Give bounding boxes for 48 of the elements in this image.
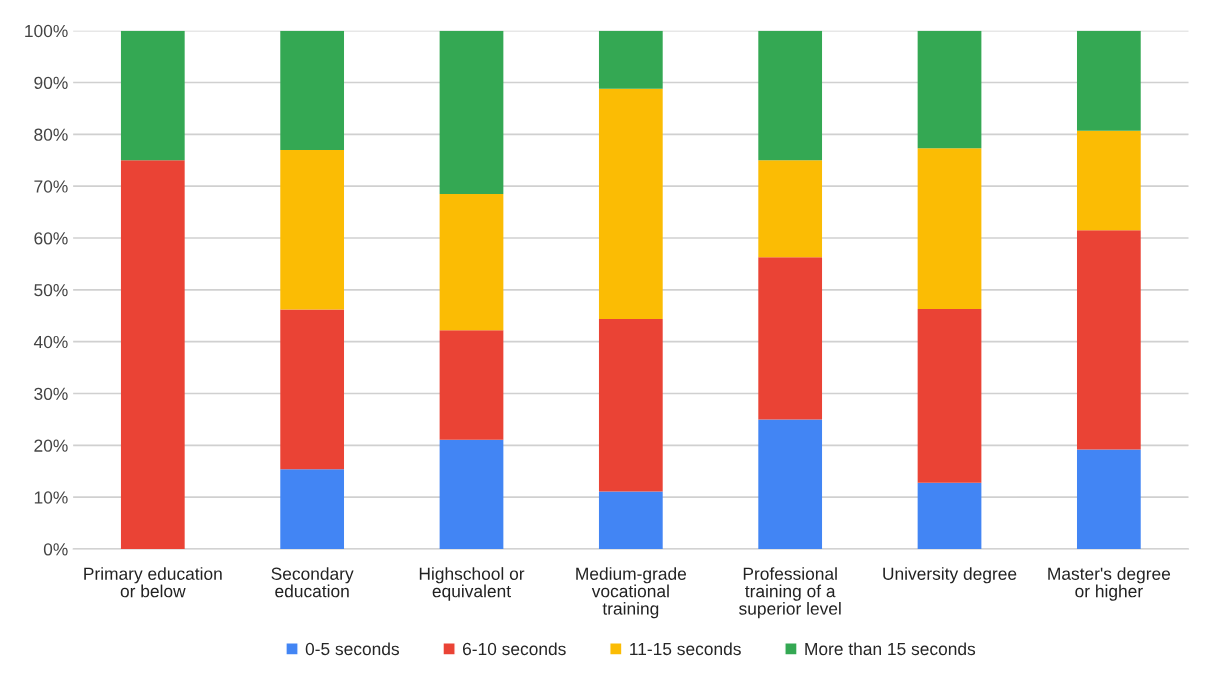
bar — [758, 419, 823, 550]
x-tick-label: Primary education or below — [84, 567, 222, 598]
y-tick-label: 70% — [34, 180, 68, 193]
bar — [439, 439, 504, 550]
y-tick-label: 60% — [34, 232, 68, 245]
y-tick-label: 100% — [25, 24, 68, 38]
bar — [280, 30, 345, 150]
y-tick-label: 90% — [34, 76, 68, 89]
legend-label: 0-5 seconds — [305, 642, 399, 656]
bar — [1076, 30, 1141, 131]
y-tick-label: 10% — [34, 491, 68, 504]
bar — [1076, 449, 1141, 550]
bar — [1076, 230, 1141, 450]
x-tick-label: University degree — [883, 567, 1017, 584]
y-tick-label: 0% — [43, 543, 68, 556]
y-tick-label: 40% — [33, 335, 68, 349]
x-tick-label: Professional training of a superior level — [739, 567, 841, 619]
x-tick-label: Master's degree or higher — [1048, 567, 1171, 601]
y-tick-label: 20% — [34, 439, 68, 452]
bar — [598, 318, 663, 492]
legend-label: 11-15 seconds — [630, 642, 741, 656]
bar — [439, 330, 504, 440]
bar — [439, 193, 504, 331]
bar — [280, 309, 345, 470]
bar — [917, 309, 982, 483]
bar — [917, 148, 982, 310]
bar — [758, 160, 823, 258]
legend-label: More than 15 seconds — [805, 642, 976, 656]
legend-label: 6-10 seconds — [463, 642, 566, 656]
bar — [120, 30, 185, 161]
bar — [280, 469, 345, 550]
x-tick-label: Medium-grade vocational training — [576, 567, 687, 619]
x-tick-label: Highschool or equivalent — [419, 567, 525, 601]
bar — [598, 30, 663, 89]
bar — [758, 30, 823, 161]
bar — [598, 491, 663, 550]
bar — [120, 160, 185, 550]
bar — [758, 257, 823, 420]
y-tick-label: 30% — [34, 387, 68, 400]
bar — [1076, 130, 1141, 231]
x-tick-label: Secondary education — [271, 567, 354, 598]
y-tick-label: 80% — [34, 128, 68, 141]
bar — [280, 149, 345, 310]
y-tick-label: 50% — [34, 284, 68, 297]
bar — [917, 482, 982, 550]
bar — [917, 30, 982, 149]
bar — [598, 88, 663, 319]
bar — [439, 30, 504, 194]
